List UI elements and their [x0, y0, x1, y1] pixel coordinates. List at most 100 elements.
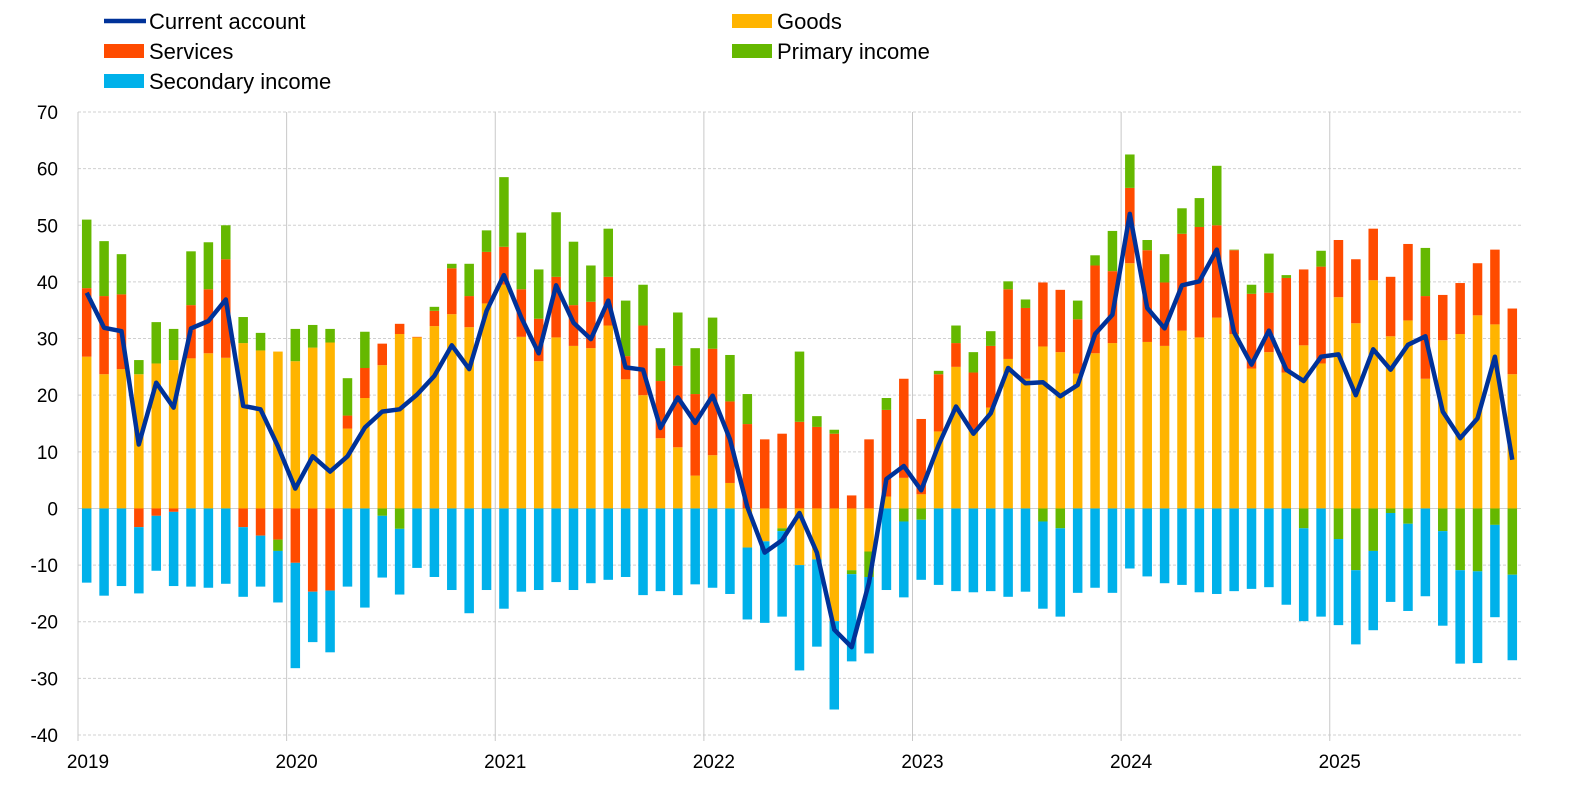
bar-goods: [255, 350, 266, 509]
bar-services: [447, 268, 457, 315]
bar-services: [99, 296, 109, 375]
bar-services: [673, 365, 683, 448]
legend-item: Secondary income: [104, 69, 331, 94]
x-tick-label: 2023: [901, 752, 943, 773]
bar-primary-income: [1455, 508, 1465, 571]
bar-primary-income: [221, 225, 231, 260]
bar-secondary-income: [1003, 508, 1013, 597]
bar-primary-income: [1212, 165, 1222, 226]
bar-secondary-income: [481, 508, 492, 591]
bar-goods: [603, 325, 614, 509]
x-tick-label: 2021: [484, 752, 526, 773]
bar-services: [307, 508, 318, 592]
bar-secondary-income: [655, 508, 666, 592]
bar-goods: [1142, 341, 1152, 509]
y-tick-label: 70: [37, 103, 58, 124]
bar-primary-income: [1368, 508, 1378, 551]
bar-goods: [1281, 372, 1292, 509]
bar-secondary-income: [881, 508, 892, 591]
bar-goods: [1490, 324, 1500, 509]
bar-primary-income: [1055, 508, 1066, 529]
bar-secondary-income: [1212, 508, 1222, 594]
bar-goods: [238, 343, 248, 509]
bar-secondary-income: [134, 527, 144, 594]
bar-primary-income: [673, 312, 683, 366]
bar-goods: [221, 357, 231, 509]
bar-goods: [203, 353, 214, 509]
legend-color-swatch: [104, 44, 144, 58]
bar-services: [377, 343, 387, 366]
bar-goods: [1003, 358, 1013, 509]
bar-primary-income: [1142, 239, 1152, 251]
bar-services: [134, 508, 144, 528]
x-tick-label: 2019: [67, 752, 109, 773]
bar-primary-income: [99, 241, 109, 297]
bar-secondary-income: [568, 508, 579, 591]
bar-goods: [1107, 343, 1118, 509]
bar-services: [933, 374, 944, 432]
bar-goods: [81, 356, 92, 509]
bar-primary-income: [1177, 208, 1187, 234]
bar-services: [1438, 294, 1448, 341]
bar-primary-income: [638, 284, 648, 326]
bar-services: [916, 418, 926, 495]
bar-goods: [1159, 345, 1170, 509]
bar-goods: [481, 303, 492, 509]
bar-primary-income: [1107, 230, 1118, 272]
bar-secondary-income: [1194, 508, 1205, 593]
bar-services: [551, 276, 561, 338]
bar-secondary-income: [325, 590, 335, 653]
bar-services: [1403, 243, 1413, 321]
bar-goods: [1368, 280, 1378, 509]
bar-services: [638, 325, 648, 396]
bar-goods: [690, 475, 700, 509]
bar-secondary-income: [255, 535, 266, 587]
bar-goods: [1385, 336, 1396, 509]
bar-secondary-income: [1072, 508, 1083, 593]
bar-goods: [673, 447, 683, 509]
bar-secondary-income: [203, 508, 214, 588]
bar-secondary-income: [99, 508, 109, 596]
bar-goods: [1246, 368, 1257, 509]
bar-secondary-income: [933, 508, 944, 585]
bar-goods: [899, 477, 909, 509]
bar-goods: [168, 360, 179, 509]
bar-services: [238, 508, 248, 528]
bar-services: [1090, 265, 1100, 354]
bar-secondary-income: [1246, 508, 1257, 589]
bar-goods: [881, 496, 892, 509]
bar-secondary-income: [1055, 528, 1066, 617]
bar-goods: [985, 407, 996, 509]
bar-goods: [968, 430, 979, 509]
bar-primary-income: [1298, 508, 1309, 529]
bar-primary-income: [116, 254, 127, 295]
bar-goods: [759, 508, 770, 542]
bar-goods: [1264, 352, 1274, 509]
bar-goods: [429, 326, 440, 509]
bar-goods: [1177, 330, 1187, 509]
bar-services: [151, 508, 161, 516]
bar-secondary-income: [899, 521, 909, 598]
bar-services: [1038, 282, 1048, 347]
y-tick-label: -10: [31, 556, 58, 577]
bar-services: [81, 288, 92, 357]
bar-secondary-income: [377, 515, 387, 578]
bar-goods: [742, 508, 753, 548]
y-tick-label: 10: [37, 443, 58, 464]
bar-secondary-income: [307, 591, 318, 643]
bar-secondary-income: [221, 508, 231, 584]
bar-primary-income: [1020, 299, 1031, 308]
bar-services: [1333, 239, 1344, 298]
bar-goods: [516, 336, 527, 509]
bar-goods: [1403, 320, 1413, 509]
bar-primary-income: [1385, 508, 1396, 513]
bar-primary-income: [1507, 508, 1518, 575]
bar-secondary-income: [707, 508, 718, 588]
bar-services: [255, 508, 266, 536]
bar-secondary-income: [1264, 508, 1274, 588]
bar-secondary-income: [1316, 508, 1326, 617]
bar-primary-income: [1072, 300, 1083, 320]
bar-goods: [655, 438, 666, 509]
y-tick-label: 0: [47, 499, 58, 520]
